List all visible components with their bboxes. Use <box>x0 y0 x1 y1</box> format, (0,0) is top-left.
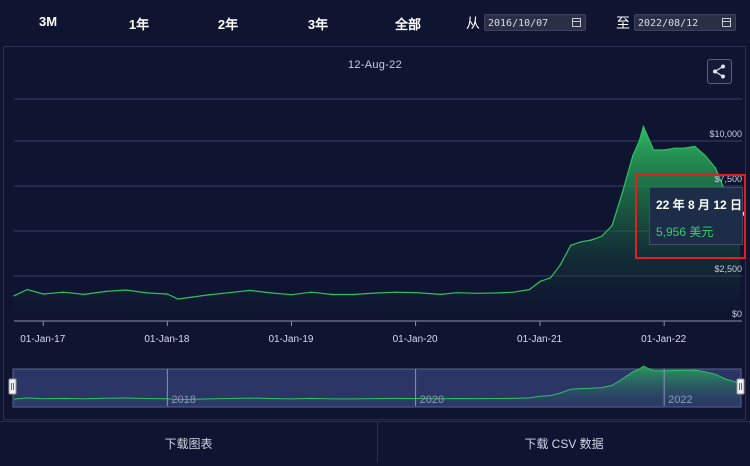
data-point <box>476 292 479 295</box>
calendar-icon[interactable] <box>722 18 731 27</box>
data-point <box>13 295 15 297</box>
x-tick-label: 01-Jan-21 <box>517 334 562 345</box>
range-all-button[interactable]: 全部 <box>394 17 422 32</box>
x-tick-label: 01-Jan-20 <box>393 334 438 345</box>
y-tick-label: $7,500 <box>714 174 742 184</box>
data-point <box>714 167 717 169</box>
data-point <box>414 291 417 294</box>
navigator-year-label: 2018 <box>171 394 195 406</box>
share-icon <box>713 64 725 79</box>
data-point <box>580 241 582 243</box>
x-tick-label: 01-Jan-22 <box>641 334 686 345</box>
data-point <box>621 190 624 193</box>
range-3m-button[interactable]: 3M <box>38 14 58 29</box>
data-point <box>569 244 572 247</box>
range-3y-button[interactable]: 3年 <box>307 17 329 32</box>
data-point <box>528 288 531 291</box>
data-point <box>228 291 230 294</box>
from-date-value: 2016/10/07 <box>488 18 549 29</box>
chart-subtitle: 12-Aug-22 <box>347 59 403 71</box>
data-point <box>207 294 209 296</box>
data-point <box>394 291 396 294</box>
data-point <box>642 125 645 128</box>
y-tick-label: $2,500 <box>714 264 742 274</box>
data-point <box>497 292 500 294</box>
navigator-right-handle-grip[interactable] <box>736 378 745 395</box>
data-point <box>439 293 442 296</box>
data-point <box>83 293 85 296</box>
range-1y-button[interactable]: 1年 <box>128 17 150 32</box>
data-point <box>559 264 561 267</box>
data-point <box>26 288 29 291</box>
data-point <box>590 239 593 241</box>
y-tick-label: $10,000 <box>709 129 742 139</box>
download-csv-button[interactable]: 下载 CSV 数据 <box>524 437 604 451</box>
data-point <box>638 140 641 142</box>
data-point <box>663 149 665 151</box>
data-point <box>600 235 603 238</box>
to-date-input[interactable]: 2022/08/12 <box>634 14 736 31</box>
y-tick-label: $0 <box>732 309 742 319</box>
data-point <box>652 149 655 151</box>
footer: 下载图表 下载 CSV 数据 <box>0 421 750 462</box>
navigator-area <box>14 366 740 406</box>
data-point <box>352 293 354 296</box>
from-date-input[interactable]: 2016/10/07 <box>484 14 586 31</box>
x-tick-label: 01-Jan-19 <box>268 334 313 345</box>
footer-divider <box>377 422 378 462</box>
data-point <box>62 291 65 294</box>
x-tick-label: 01-Jan-17 <box>20 334 65 345</box>
data-point <box>249 289 251 292</box>
data-point <box>310 291 313 294</box>
navigator-year-label: 2022 <box>668 394 692 406</box>
data-point <box>693 145 696 148</box>
to-label: 至 <box>616 15 630 31</box>
range-2y-button[interactable]: 2年 <box>217 17 239 32</box>
navigator-right-handle[interactable] <box>736 378 745 395</box>
data-point <box>683 147 686 149</box>
tooltip: 22 年 8 月 12 日 5,956 美元 <box>649 187 743 245</box>
data-point <box>512 291 515 294</box>
data-point <box>125 289 127 291</box>
navigator-left-handle-grip[interactable] <box>8 378 17 395</box>
data-point <box>704 154 706 157</box>
navigator-year-label: 2020 <box>420 394 444 406</box>
x-tick-label: 01-Jan-18 <box>144 334 189 345</box>
price-area <box>14 126 740 321</box>
data-point <box>166 293 169 295</box>
data-point <box>177 298 179 300</box>
navigator-left-handle[interactable] <box>8 378 17 395</box>
data-point <box>290 293 293 296</box>
data-point <box>673 147 676 149</box>
from-label: 从 <box>466 15 480 31</box>
to-date-value: 2022/08/12 <box>638 18 699 29</box>
data-point <box>632 154 634 157</box>
data-point <box>549 277 552 279</box>
data-point <box>331 293 334 296</box>
tooltip-value: 5,956 美元 <box>656 225 714 239</box>
data-point <box>269 292 272 294</box>
data-point <box>103 290 106 293</box>
download-chart-button[interactable]: 下载图表 <box>164 437 213 451</box>
data-point <box>539 280 541 283</box>
data-point <box>455 291 458 294</box>
data-point <box>611 224 613 227</box>
calendar-icon[interactable] <box>572 18 581 27</box>
data-point <box>42 293 45 295</box>
tooltip-date: 22 年 8 月 12 日 <box>656 198 743 212</box>
data-point <box>373 292 375 294</box>
share-button[interactable] <box>707 59 732 84</box>
data-point <box>191 296 193 298</box>
data-point <box>145 292 148 294</box>
range-toolbar: 3M 1年 2年 3年 全部 从 2016/10/07 至 2022/08/12 <box>0 0 750 46</box>
